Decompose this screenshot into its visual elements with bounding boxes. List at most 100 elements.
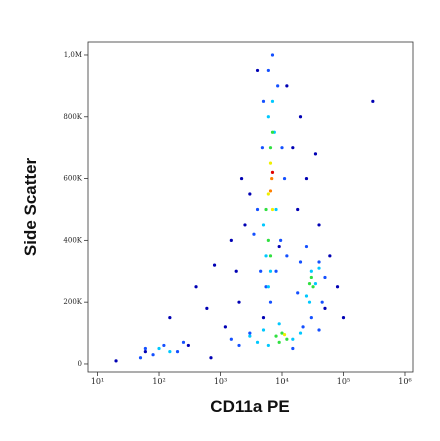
point xyxy=(268,189,273,193)
point xyxy=(264,207,268,212)
y-tick-label: 0 xyxy=(78,360,82,368)
x-tick-label: 10¹ xyxy=(91,377,104,386)
y-tick-label: 800K xyxy=(63,113,82,121)
point xyxy=(298,115,303,119)
point xyxy=(277,244,281,249)
point xyxy=(261,223,266,227)
point xyxy=(279,238,283,242)
point xyxy=(296,291,300,295)
point xyxy=(266,343,270,348)
point xyxy=(307,282,312,286)
point xyxy=(138,356,143,360)
y-tick-label: 200K xyxy=(63,298,82,306)
point xyxy=(143,350,147,354)
point xyxy=(270,207,275,212)
point xyxy=(205,306,209,310)
point xyxy=(301,325,305,329)
point xyxy=(304,244,309,249)
point xyxy=(237,343,241,348)
point xyxy=(261,316,266,320)
point xyxy=(311,285,315,289)
point xyxy=(304,176,309,181)
point xyxy=(266,238,270,242)
point xyxy=(309,316,313,320)
point xyxy=(212,263,217,267)
point xyxy=(266,115,270,119)
point xyxy=(291,146,295,150)
point xyxy=(237,300,241,304)
point xyxy=(264,254,268,258)
point xyxy=(335,285,340,289)
x-tick-label: 10⁶ xyxy=(398,377,411,386)
y-tick-label: 400K xyxy=(63,236,82,244)
point xyxy=(252,232,256,236)
point xyxy=(260,146,265,150)
point xyxy=(255,207,260,212)
x-tick-label: 10³ xyxy=(214,377,227,386)
x-tick-label: 10⁵ xyxy=(337,377,350,386)
point xyxy=(320,300,324,304)
x-tick-label: 10⁴ xyxy=(275,377,288,386)
point xyxy=(280,146,284,150)
point xyxy=(175,350,180,354)
point xyxy=(309,269,313,273)
point xyxy=(317,223,321,227)
point xyxy=(313,152,318,156)
point xyxy=(274,207,278,212)
plot-frame xyxy=(87,41,414,373)
point xyxy=(234,269,238,273)
point xyxy=(255,68,260,73)
point xyxy=(268,161,273,165)
point xyxy=(313,282,318,286)
x-axis-title: CD11a PE xyxy=(210,397,289,416)
point xyxy=(261,99,266,103)
x-tick-label: 10² xyxy=(152,377,165,386)
point xyxy=(304,294,309,298)
point xyxy=(270,130,275,134)
point xyxy=(323,275,327,280)
point xyxy=(276,84,280,88)
y-axis-title: Side Scatter xyxy=(21,157,40,256)
point xyxy=(255,340,260,344)
point xyxy=(168,316,172,320)
point xyxy=(266,192,270,196)
point xyxy=(298,331,303,335)
point xyxy=(291,337,295,341)
point xyxy=(264,285,268,289)
point xyxy=(341,316,346,320)
point xyxy=(282,176,287,181)
point xyxy=(317,260,321,264)
point xyxy=(266,68,270,73)
point xyxy=(277,322,281,326)
point xyxy=(261,328,266,332)
point xyxy=(285,337,289,341)
point xyxy=(291,346,295,351)
point xyxy=(277,340,281,344)
y-tick-label: 600K xyxy=(63,175,82,183)
point xyxy=(280,331,284,335)
point xyxy=(186,343,190,348)
point xyxy=(239,176,244,181)
point xyxy=(270,99,275,103)
point xyxy=(243,223,247,227)
point xyxy=(309,275,313,280)
point xyxy=(266,285,270,289)
point xyxy=(248,192,252,196)
point xyxy=(328,254,332,258)
point xyxy=(285,84,289,88)
point xyxy=(229,238,233,242)
point xyxy=(298,260,303,264)
point xyxy=(151,353,155,357)
point xyxy=(317,266,321,270)
point xyxy=(285,254,289,258)
point xyxy=(317,328,321,332)
point xyxy=(209,356,213,360)
point xyxy=(270,53,275,57)
y-tick-label: 1,0M xyxy=(64,51,82,59)
point xyxy=(157,346,161,351)
point xyxy=(259,269,263,273)
point xyxy=(248,334,252,338)
point xyxy=(114,359,118,363)
point xyxy=(268,300,273,304)
